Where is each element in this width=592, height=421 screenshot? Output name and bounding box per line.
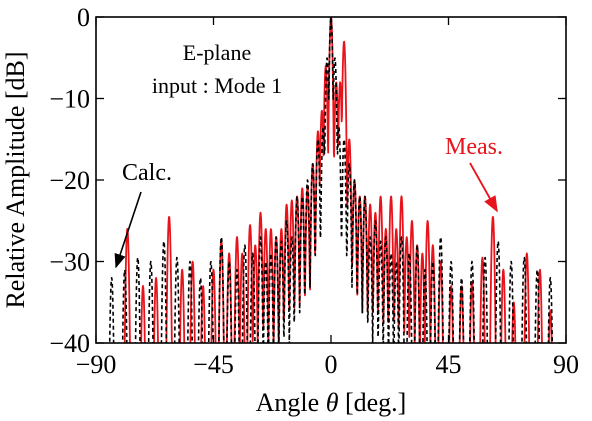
x-axis-label-suffix: [deg.] bbox=[338, 388, 406, 417]
y-axis-label: Relative Amplitude [dB] bbox=[1, 51, 30, 308]
x-tick-label: −45 bbox=[193, 350, 234, 379]
meas-series-label: Meas. bbox=[445, 134, 503, 160]
calc-label-arrow bbox=[114, 191, 142, 269]
annotation-line-2: input : Mode 1 bbox=[152, 73, 282, 98]
y-tick-label: 0 bbox=[77, 3, 90, 32]
x-tick-label: 90 bbox=[553, 350, 579, 379]
x-axis-label: Angle θ [deg.] bbox=[256, 388, 407, 417]
x-tick-label: −90 bbox=[76, 350, 117, 379]
ticks-layer: −90 −45 0 45 90 0 −10 −20 −30 −40 bbox=[49, 3, 579, 379]
x-tick-label: 0 bbox=[325, 350, 338, 379]
x-tick-label: 45 bbox=[436, 350, 462, 379]
meas-label-arrow bbox=[469, 162, 498, 213]
y-tick-label: −20 bbox=[49, 166, 90, 195]
y-tick-label: −40 bbox=[49, 329, 90, 358]
y-tick-label: −30 bbox=[49, 248, 90, 277]
y-tick-label: −10 bbox=[49, 85, 90, 114]
x-axis-label-prefix: Angle bbox=[256, 388, 326, 417]
calc-series-label: Calc. bbox=[122, 160, 172, 186]
annotation-line-1: E-plane bbox=[183, 40, 251, 65]
theta-symbol: θ bbox=[326, 388, 339, 417]
